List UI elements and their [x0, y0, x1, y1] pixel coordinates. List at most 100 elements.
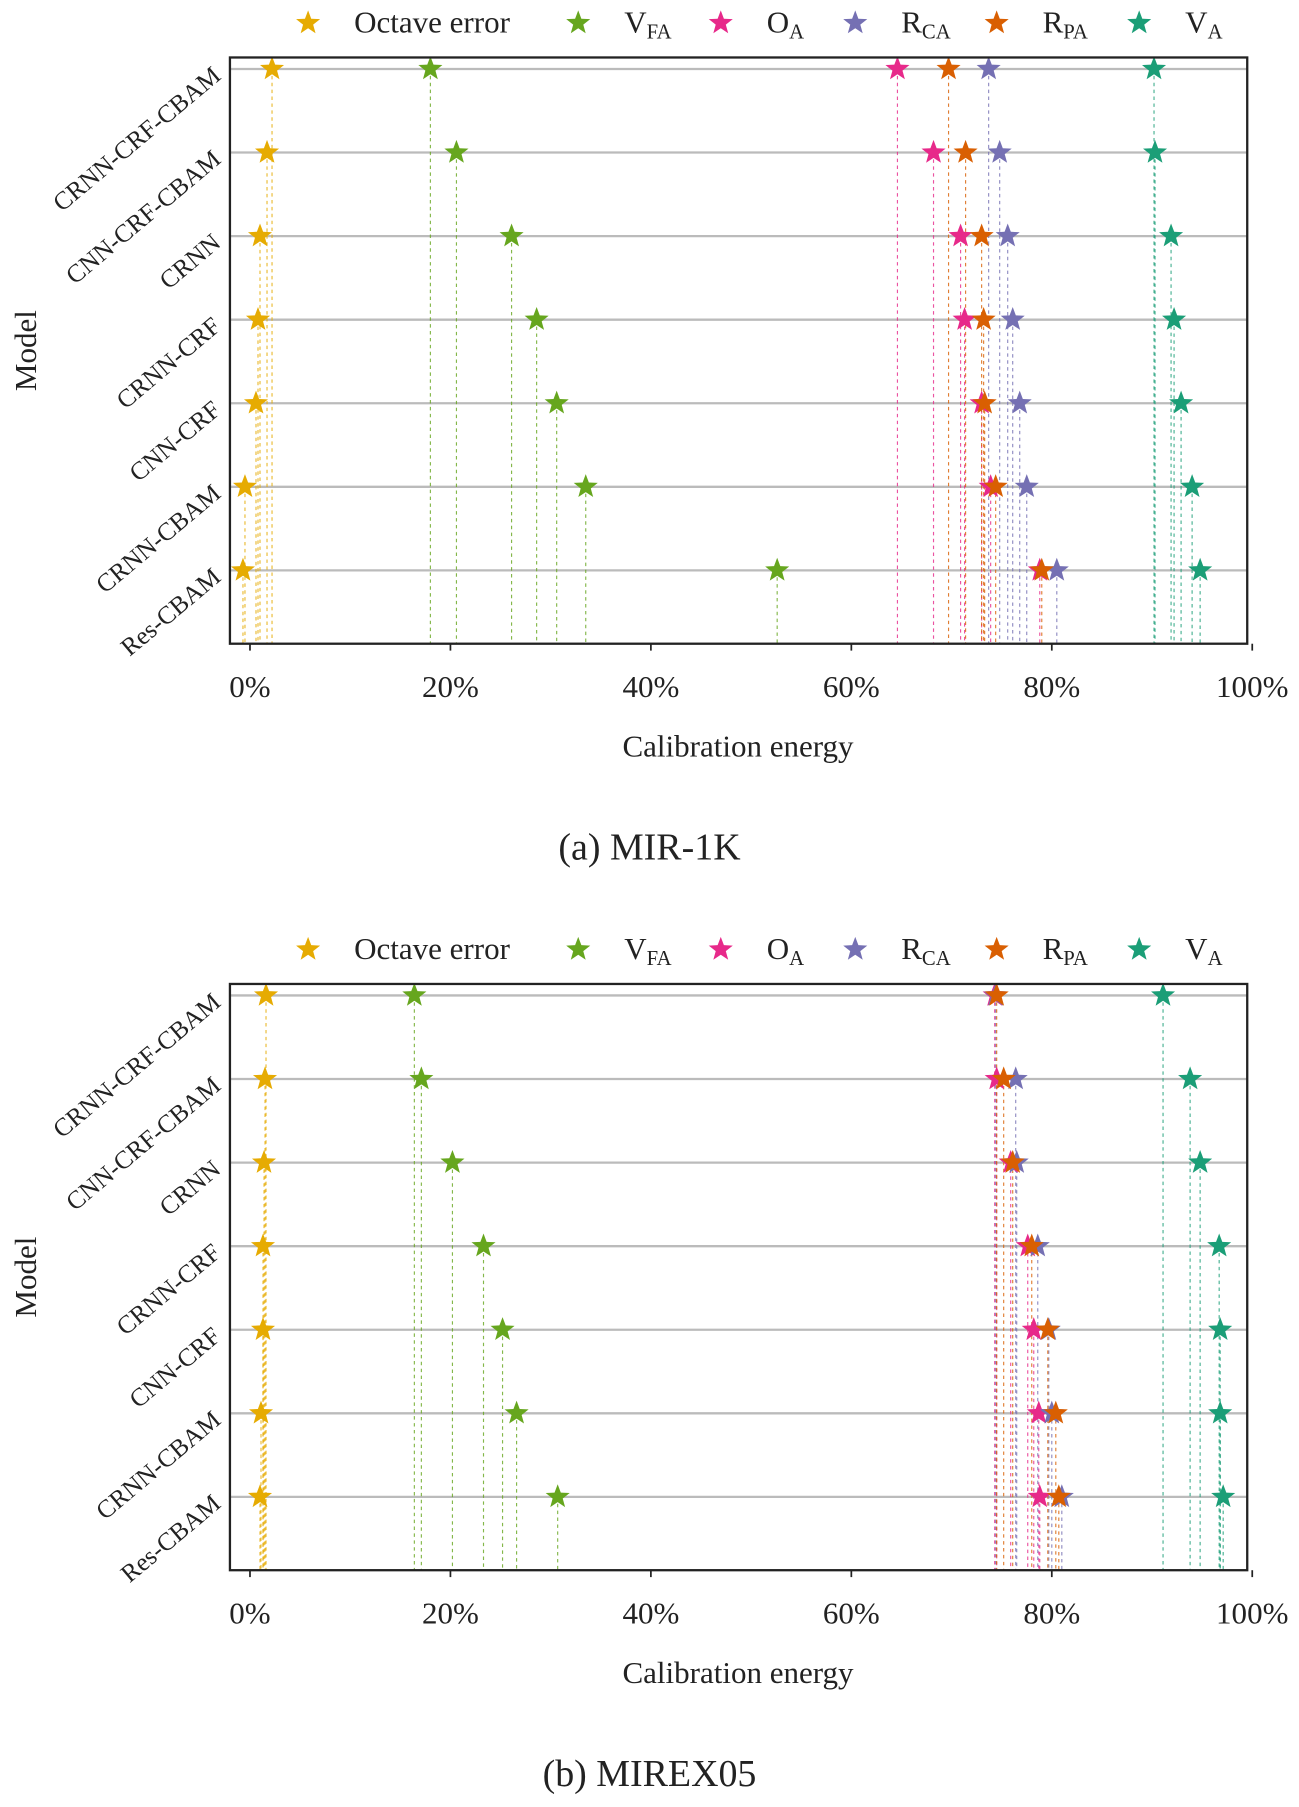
legend-name: O: [767, 4, 789, 39]
star-marker: [253, 982, 279, 1006]
star-marker: [1180, 474, 1205, 498]
star-marker: [418, 56, 443, 80]
legend-label: RCA: [901, 4, 950, 43]
legend-label: VFA: [624, 931, 671, 970]
legend-marker: [296, 936, 321, 960]
star-marker: [983, 474, 1008, 498]
legend-name: Octave error: [354, 931, 511, 966]
legend-name: V: [624, 931, 647, 966]
star-marker: [1003, 1066, 1028, 1090]
star-marker: [1162, 307, 1187, 330]
legend-label: RCA: [901, 931, 950, 970]
star-marker: [1046, 1484, 1071, 1508]
star-marker: [245, 307, 271, 330]
star-marker: [1007, 390, 1032, 414]
star-marker: [490, 1317, 515, 1340]
legend-marker: [1127, 10, 1152, 34]
legend-name: V: [1185, 4, 1208, 39]
legend-marker: [296, 10, 321, 34]
star-marker: [1207, 1233, 1232, 1257]
legend-label: VA: [1185, 931, 1222, 970]
star-marker: [1014, 474, 1039, 498]
legend-subscript: A: [1208, 948, 1223, 970]
legend-subscript: A: [789, 948, 804, 970]
star-marker: [1000, 307, 1025, 330]
star-marker: [471, 1233, 496, 1257]
legend-marker: [1127, 936, 1152, 960]
x-axis-label: Calibration energy: [622, 1655, 854, 1690]
legend-marker: [843, 936, 868, 960]
x-tick-label: 80%: [1023, 669, 1080, 704]
star-marker: [991, 1066, 1016, 1090]
legend-marker: [984, 10, 1009, 34]
plot-frame: [228, 982, 1249, 1572]
x-tick-label: 100%: [1216, 669, 1288, 704]
star-marker: [1211, 1484, 1236, 1508]
legend-label: Octave error: [354, 4, 511, 39]
x-tick-label: 100%: [1216, 1595, 1288, 1630]
x-tick-label: 20%: [422, 669, 479, 704]
star-marker: [544, 390, 569, 414]
star-marker: [1188, 557, 1213, 581]
star-marker: [250, 1317, 276, 1340]
star-marker: [1208, 1317, 1233, 1340]
legend-marker: [708, 10, 733, 34]
star-marker: [252, 1066, 278, 1090]
star-marker: [248, 1400, 274, 1424]
legend-marker: [566, 936, 591, 960]
x-tick-label: 60%: [823, 1595, 880, 1630]
legend-name: R: [1043, 4, 1064, 39]
star-marker: [765, 557, 790, 581]
legend-label: RPA: [1043, 4, 1088, 43]
legend-label: OA: [767, 931, 804, 970]
star-marker: [230, 557, 255, 581]
star-marker: [444, 139, 469, 163]
legend-marker: [566, 10, 591, 34]
y-axis-label: Model: [8, 1237, 43, 1318]
star-marker: [1169, 390, 1194, 414]
y-tick-label: CNN-CRF: [124, 395, 226, 487]
star-marker: [573, 474, 598, 498]
plot-frame: [228, 56, 1249, 645]
y-axis-label: Model: [8, 310, 43, 391]
star-marker: [1141, 56, 1167, 80]
star-marker: [885, 56, 910, 80]
star-marker: [1178, 1066, 1203, 1090]
x-tick-label: 40%: [622, 669, 679, 704]
chart-caption: (b) MIREX05: [543, 1753, 757, 1795]
star-marker: [499, 223, 524, 247]
star-marker: [402, 982, 427, 1006]
star-marker: [972, 390, 997, 414]
star-marker: [1019, 1233, 1044, 1257]
star-marker: [1208, 1400, 1233, 1424]
legend-label: Octave error: [354, 931, 511, 966]
legend-name: R: [901, 931, 922, 966]
chart-caption: (a) MIR-1K: [558, 826, 740, 868]
star-marker: [936, 56, 961, 80]
star-marker: [1044, 557, 1069, 581]
star-marker: [1029, 557, 1054, 581]
legend-name: R: [901, 4, 922, 39]
legend-marker: [984, 936, 1009, 960]
star-marker: [971, 307, 996, 330]
star-marker: [524, 307, 549, 330]
star-marker: [987, 139, 1012, 163]
star-marker: [251, 1149, 277, 1173]
legend-marker: [843, 10, 868, 34]
x-axis-label: Calibration energy: [622, 729, 854, 764]
y-tick-label: CRNN-CRF-CBAM: [48, 61, 226, 217]
star-marker: [409, 1066, 434, 1090]
star-marker: [1043, 1400, 1068, 1424]
star-marker: [1035, 1317, 1060, 1340]
star-marker: [1021, 1317, 1046, 1340]
x-tick-label: 40%: [622, 1595, 679, 1630]
star-marker: [984, 982, 1009, 1006]
legend-name: Octave error: [354, 4, 511, 39]
star-marker: [1151, 982, 1176, 1006]
legend-label: VFA: [624, 4, 671, 43]
star-marker: [260, 56, 285, 80]
star-marker: [969, 223, 994, 247]
star-marker: [1188, 1149, 1213, 1173]
star-marker: [976, 56, 1001, 80]
